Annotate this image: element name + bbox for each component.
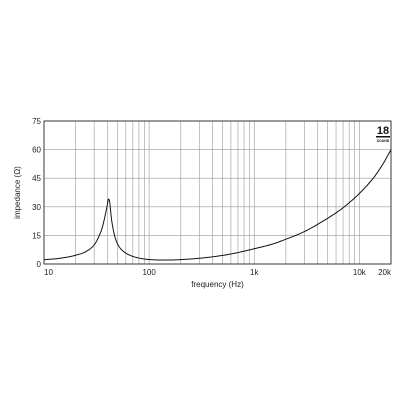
- x-tick-label: 1k: [250, 268, 259, 277]
- y-tick-label: 0: [37, 260, 42, 269]
- impedance-curve: [43, 149, 392, 261]
- y-tick-label: 15: [32, 231, 41, 240]
- logo-bar: [376, 136, 390, 138]
- brand-logo: 18 SOUND: [376, 125, 390, 143]
- plot-frame: [43, 120, 392, 265]
- y-axis-title: impedance (Ω): [13, 166, 22, 219]
- x-tick-labels: 10 100 1k 10k 20k: [44, 268, 392, 277]
- x-tick-label: 20k: [378, 268, 392, 277]
- grid: [44, 121, 391, 264]
- logo-number: 18: [377, 125, 389, 137]
- y-tick-label: 60: [32, 146, 41, 155]
- y-tick-label: 45: [32, 174, 41, 183]
- y-tick-label: 75: [32, 117, 41, 126]
- x-axis-title: frequency (Hz): [191, 280, 244, 289]
- x-tick-label: 10: [44, 268, 53, 277]
- logo-subtext: SOUND: [377, 139, 390, 143]
- x-tick-label: 100: [142, 268, 156, 277]
- y-tick-label: 30: [32, 203, 41, 212]
- impedance-curve-layer: [43, 149, 392, 261]
- x-tick-label: 10k: [353, 268, 367, 277]
- y-tick-labels: 0 15 30 45 60 75: [32, 117, 41, 269]
